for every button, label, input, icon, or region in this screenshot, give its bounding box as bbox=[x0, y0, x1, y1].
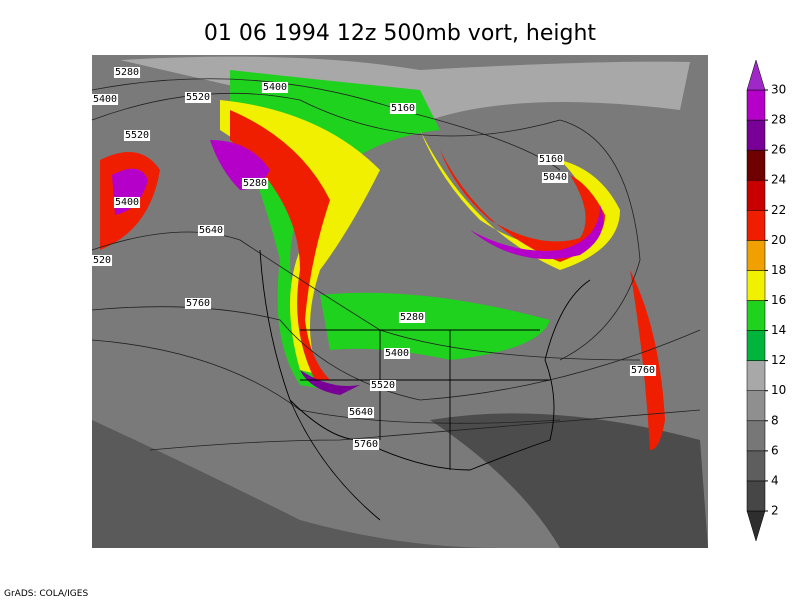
colorbar-tick-label: 14 bbox=[771, 323, 786, 337]
vort-area bbox=[470, 205, 604, 260]
colorbar-tick-label: 12 bbox=[771, 353, 786, 367]
colorbar-tick-label: 16 bbox=[771, 293, 786, 307]
contour-label: 5280 bbox=[243, 178, 267, 189]
contour-label: 5040 bbox=[543, 172, 567, 183]
colorbar-swatch bbox=[746, 89, 766, 121]
map-field bbox=[91, 55, 708, 548]
contour-label-box bbox=[113, 197, 141, 208]
contour-labels: 5280 5400 5520 5400 5520 5160 5160 5040 5400 5280… bbox=[91, 67, 657, 450]
contour-label-box bbox=[629, 365, 657, 376]
contour-label-box bbox=[261, 82, 289, 93]
vort-area bbox=[300, 370, 360, 395]
contour-label-box bbox=[184, 298, 212, 309]
contour-label: 5400 bbox=[115, 197, 139, 208]
colorbar-swatch bbox=[746, 330, 766, 361]
contour-label: 5280 bbox=[400, 312, 424, 323]
colorbar-tick-label: 8 bbox=[771, 413, 779, 427]
colorbar-swatch bbox=[746, 390, 766, 422]
vort-area bbox=[210, 140, 270, 190]
contour-label: 5160 bbox=[539, 154, 563, 165]
contour-label: 5160 bbox=[391, 103, 415, 114]
contour-label-box bbox=[398, 312, 426, 323]
vort-area bbox=[420, 130, 620, 270]
colorbar-tick-label: 4 bbox=[771, 473, 779, 487]
colorbar-swatch bbox=[746, 420, 766, 452]
colorbar-tick-label: 2 bbox=[771, 504, 779, 518]
map-title: 01 06 1994 12z 500mb vort, height bbox=[204, 21, 597, 46]
colorbar-end bbox=[746, 59, 766, 91]
contour-label-box bbox=[197, 225, 225, 236]
credit: GrADS: COLA/IGES bbox=[4, 589, 88, 599]
colorbar-tick-label: 22 bbox=[771, 203, 786, 217]
contour-label-box bbox=[369, 380, 397, 391]
colorbar-swatch bbox=[746, 179, 766, 211]
colorbar-tick-label: 30 bbox=[771, 83, 786, 97]
colorbar-swatch bbox=[746, 210, 766, 241]
contour-label-box bbox=[123, 130, 151, 141]
contour-label-box bbox=[184, 92, 212, 103]
contour-label-box bbox=[241, 178, 269, 189]
contour-label: 5520 bbox=[371, 380, 395, 391]
contour-label: 5640 bbox=[349, 407, 373, 418]
contour-label: 5400 bbox=[93, 94, 117, 105]
contour-label-box bbox=[537, 154, 565, 165]
contour-label-box bbox=[541, 172, 569, 183]
colorbar-swatch bbox=[746, 119, 766, 151]
colorbar-tick-label: 20 bbox=[771, 233, 786, 247]
colorbar-tick-label: 26 bbox=[771, 143, 786, 157]
contour-label: 5760 bbox=[354, 439, 378, 450]
vort-area bbox=[430, 413, 708, 548]
colorbar-tick-label: 18 bbox=[771, 263, 786, 277]
contour-label-box bbox=[113, 67, 141, 78]
colorbar-tick-label: 24 bbox=[771, 173, 786, 187]
vort-area bbox=[440, 150, 605, 262]
colorbar-swatch bbox=[746, 240, 766, 271]
contour-label: 5280 bbox=[115, 67, 139, 78]
contour-label: 5520 bbox=[125, 130, 149, 141]
colorbar-tick-label: 6 bbox=[771, 443, 779, 457]
height-contours bbox=[91, 78, 701, 451]
colorbar-swatch bbox=[746, 450, 766, 482]
contour-label: 5520 bbox=[186, 92, 210, 103]
colorbar-tick-label: 28 bbox=[771, 113, 786, 127]
contour-label: 5640 bbox=[199, 225, 223, 236]
colorbar-swatch bbox=[746, 270, 766, 301]
vort-area bbox=[320, 292, 550, 360]
contour-label: 5400 bbox=[385, 348, 409, 359]
contour-label-box bbox=[91, 255, 113, 266]
colorbar-tick-label: 10 bbox=[771, 383, 786, 397]
contour-label-box bbox=[347, 407, 375, 418]
vort-area bbox=[92, 420, 500, 548]
contour-label-box bbox=[389, 103, 417, 114]
contour-label: 5400 bbox=[263, 82, 287, 93]
contour-label: 5760 bbox=[631, 365, 655, 376]
contour-label-box bbox=[91, 94, 119, 105]
colorbar-swatch bbox=[746, 480, 766, 512]
colorbar-end bbox=[746, 510, 766, 542]
colorbar-swatch bbox=[746, 360, 766, 391]
colorbar-swatch bbox=[746, 149, 766, 181]
contour-label: 5760 bbox=[186, 298, 210, 309]
vort-area bbox=[630, 270, 665, 450]
contour-label: 520 bbox=[93, 255, 111, 266]
vort-area bbox=[230, 110, 330, 380]
vort-area bbox=[120, 56, 690, 120]
contour-label-box bbox=[383, 348, 411, 359]
colorbar-swatch bbox=[746, 300, 766, 331]
contour-label-box bbox=[352, 439, 380, 450]
